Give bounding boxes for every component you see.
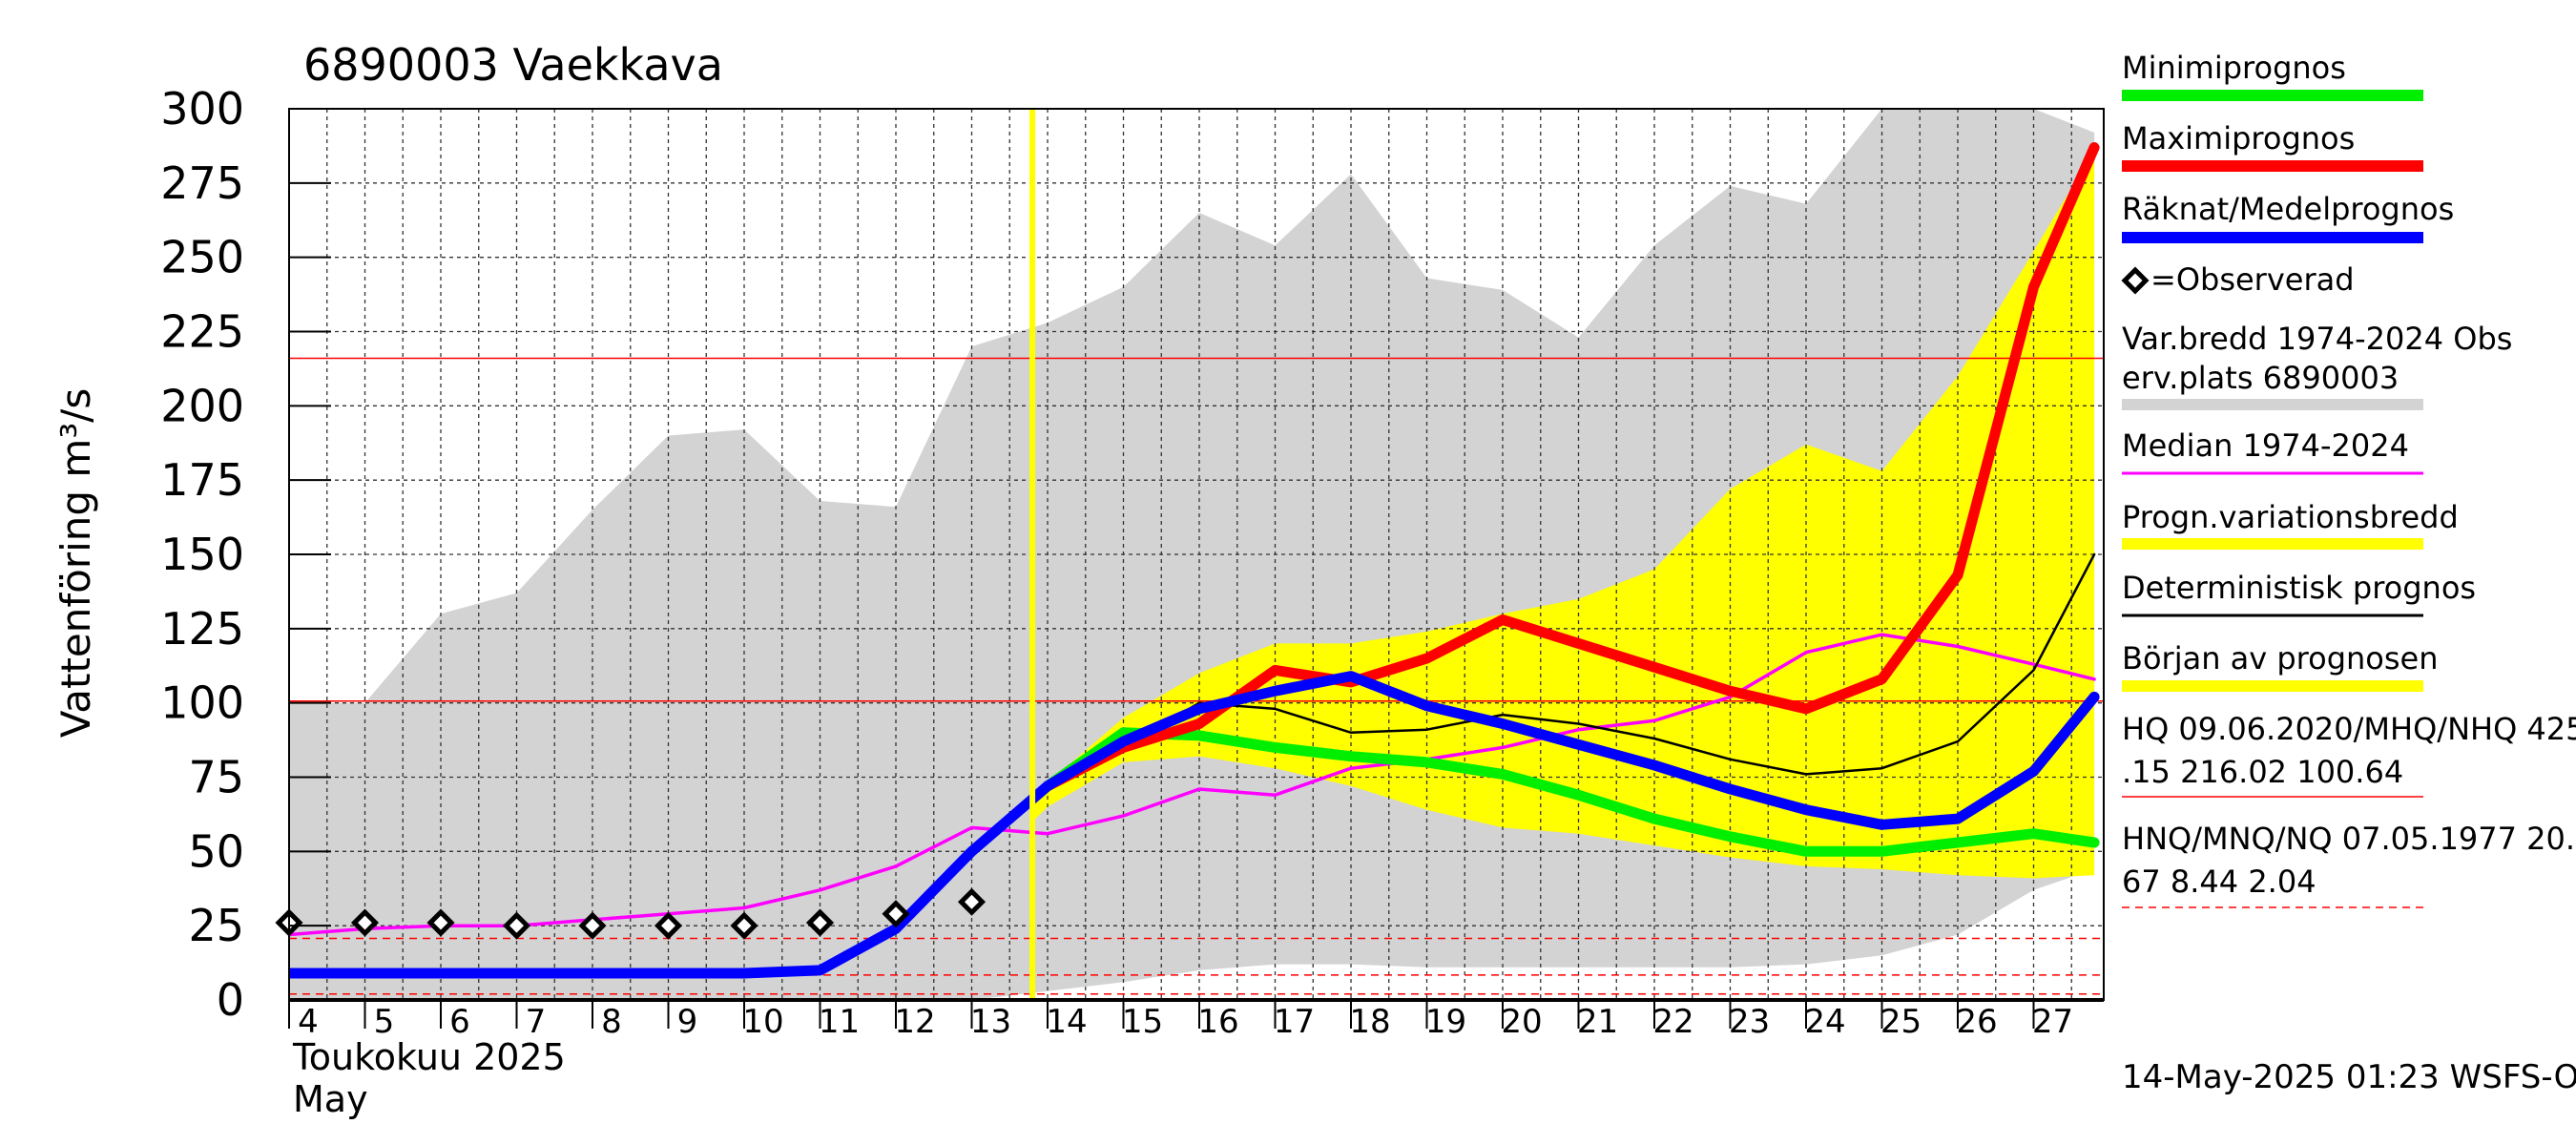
footer-timestamp: 14-May-2025 01:23 WSFS-O xyxy=(2122,1058,2576,1096)
axes-layer: 0 25 50 75 100 125 150 175 200 225 250 275 300 4 5 6 7 8 9… xyxy=(160,83,2105,1041)
x-tick-label: 10 xyxy=(742,1003,783,1041)
y-tick-label: 175 xyxy=(160,454,244,506)
legend: Minimiprognos Maximiprognos Räknat/Medelpr… xyxy=(2121,50,2576,908)
observed-point xyxy=(882,900,910,928)
observed-point xyxy=(654,911,683,940)
legend-label: =Observerad xyxy=(2150,261,2355,298)
x-tick-label: 23 xyxy=(1729,1003,1770,1041)
legend-item: Progn.variationsbredd xyxy=(2122,499,2459,550)
y-tick-label: 225 xyxy=(160,306,244,358)
y-tick-label: 0 xyxy=(217,974,244,1026)
x-axis-label-month-en: May xyxy=(293,1078,368,1120)
legend-label: HQ 09.06.2020/MHQ/NHQ 425 xyxy=(2122,711,2576,747)
x-tick-label: 24 xyxy=(1804,1003,1845,1041)
x-tick-label: 8 xyxy=(601,1003,622,1041)
legend-marker-observed xyxy=(2121,266,2150,295)
y-tick-label: 300 xyxy=(160,83,244,135)
y-tick-label: 125 xyxy=(160,603,244,655)
x-tick-label: 22 xyxy=(1652,1003,1693,1041)
series-r-knat-medelprognos xyxy=(289,671,2100,979)
legend-label: Räknat/Medelprognos xyxy=(2122,191,2454,227)
legend-label: Maximiprognos xyxy=(2122,120,2355,156)
y-tick-label: 200 xyxy=(160,380,244,431)
y-tick-label: 50 xyxy=(188,825,244,877)
legend-label-line2: 67 8.44 2.04 xyxy=(2122,864,2316,900)
x-tick-label: 21 xyxy=(1577,1003,1618,1041)
legend-label-line2: erv.plats 6890003 xyxy=(2122,360,2399,396)
legend-item: Början av prognosen xyxy=(2122,640,2439,692)
y-tick-label: 275 xyxy=(160,157,244,209)
legend-item: Minimiprognos xyxy=(2122,50,2423,101)
legend-label: Progn.variationsbredd xyxy=(2122,499,2459,535)
x-axis-label-month-fi: Toukokuu 2025 xyxy=(292,1036,566,1078)
y-tick-label: 100 xyxy=(160,677,244,729)
observed-point xyxy=(426,908,455,937)
y-tick-label: 250 xyxy=(160,232,244,283)
x-tick-label: 13 xyxy=(970,1003,1011,1041)
series-minimiprognos xyxy=(1042,727,2100,857)
x-tick-label: 4 xyxy=(298,1003,319,1041)
x-tick-label: 16 xyxy=(1197,1003,1238,1041)
legend-item: Deterministisk prognos xyxy=(2122,570,2476,617)
x-tick-label: 6 xyxy=(449,1003,470,1041)
x-tick-label: 7 xyxy=(526,1003,547,1041)
x-tick-label: 25 xyxy=(1880,1003,1922,1041)
legend-item: HNQ/MNQ/NQ 07.05.1977 20. 67 8.44 2.04 xyxy=(2122,821,2575,908)
legend-item: HQ 09.06.2020/MHQ/NHQ 425 .15 216.02 100.… xyxy=(2122,711,2576,798)
legend-label: HNQ/MNQ/NQ 07.05.1977 20. xyxy=(2122,821,2575,857)
x-tick-label: 18 xyxy=(1349,1003,1390,1041)
x-tick-label: 26 xyxy=(1956,1003,1997,1041)
x-tick-label: 19 xyxy=(1425,1003,1466,1041)
observed-point xyxy=(730,911,758,940)
x-tick-label: 14 xyxy=(1046,1003,1087,1041)
observed-point xyxy=(578,911,607,940)
x-tick-label: 12 xyxy=(894,1003,935,1041)
x-tick-label: 5 xyxy=(374,1003,395,1041)
y-axis-label: Vattenföring m³/s xyxy=(52,388,99,738)
x-tick-label: 27 xyxy=(2032,1003,2073,1041)
legend-label: Början av prognosen xyxy=(2122,640,2439,677)
x-tick-label: 9 xyxy=(677,1003,698,1041)
x-tick-label: 20 xyxy=(1501,1003,1542,1041)
reference-lines-layer xyxy=(289,357,2104,995)
observed-point xyxy=(805,908,835,937)
observed-point xyxy=(957,887,987,916)
legend-label: Var.bredd 1974-2024 Obs xyxy=(2122,321,2512,357)
chart-title: 6890003 Vaekkava xyxy=(303,39,723,91)
y-tick-label: 150 xyxy=(160,529,244,580)
x-tick-label: 11 xyxy=(819,1003,860,1041)
legend-item: Maximiprognos xyxy=(2122,120,2423,172)
x-tick-label: 15 xyxy=(1122,1003,1163,1041)
x-tick-label: 17 xyxy=(1274,1003,1315,1041)
legend-label: Minimiprognos xyxy=(2122,50,2346,86)
legend-item: Median 1974-2024 xyxy=(2122,427,2423,475)
observed-point xyxy=(350,908,380,937)
y-tick-label: 25 xyxy=(188,900,244,951)
legend-label: Deterministisk prognos xyxy=(2122,570,2476,606)
observed-point xyxy=(502,911,531,940)
legend-label-line2: .15 216.02 100.64 xyxy=(2122,754,2403,790)
legend-item: Var.bredd 1974-2024 Observ.plats 6890003 xyxy=(2122,321,2512,410)
y-tick-label: 75 xyxy=(188,752,244,803)
legend-item: Räknat/Medelprognos xyxy=(2122,191,2454,243)
legend-item: =Observerad xyxy=(2121,261,2355,298)
legend-label: Median 1974-2024 xyxy=(2122,427,2409,464)
